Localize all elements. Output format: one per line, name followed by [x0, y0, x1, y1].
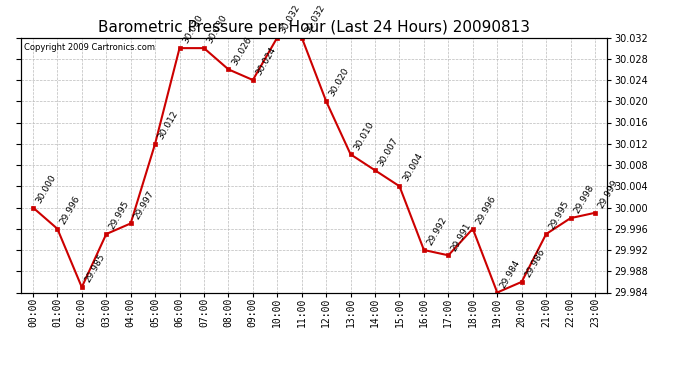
- Text: 30.010: 30.010: [352, 120, 375, 152]
- Text: 30.030: 30.030: [181, 13, 204, 45]
- Text: 30.020: 30.020: [328, 67, 351, 99]
- Text: 29.996: 29.996: [474, 194, 497, 226]
- Text: 30.004: 30.004: [401, 152, 424, 183]
- Text: 30.032: 30.032: [303, 3, 326, 35]
- Text: 29.985: 29.985: [83, 253, 107, 284]
- Text: 29.997: 29.997: [132, 189, 156, 220]
- Text: 30.026: 30.026: [230, 35, 253, 67]
- Text: 29.991: 29.991: [450, 221, 473, 252]
- Text: 30.012: 30.012: [157, 109, 180, 141]
- Text: 30.000: 30.000: [34, 173, 58, 205]
- Text: 29.999: 29.999: [596, 178, 620, 210]
- Text: 29.996: 29.996: [59, 194, 82, 226]
- Text: 29.995: 29.995: [108, 200, 131, 231]
- Text: 29.992: 29.992: [425, 216, 449, 247]
- Text: Copyright 2009 Cartronics.com: Copyright 2009 Cartronics.com: [23, 43, 155, 52]
- Text: 30.032: 30.032: [279, 3, 302, 35]
- Text: 30.024: 30.024: [254, 45, 278, 77]
- Text: 29.984: 29.984: [499, 258, 522, 290]
- Text: 30.007: 30.007: [377, 136, 400, 168]
- Title: Barometric Pressure per Hour (Last 24 Hours) 20090813: Barometric Pressure per Hour (Last 24 Ho…: [98, 20, 530, 35]
- Text: 30.030: 30.030: [206, 13, 229, 45]
- Text: 29.995: 29.995: [547, 200, 571, 231]
- Text: 29.986: 29.986: [523, 248, 546, 279]
- Text: 29.998: 29.998: [572, 184, 595, 215]
